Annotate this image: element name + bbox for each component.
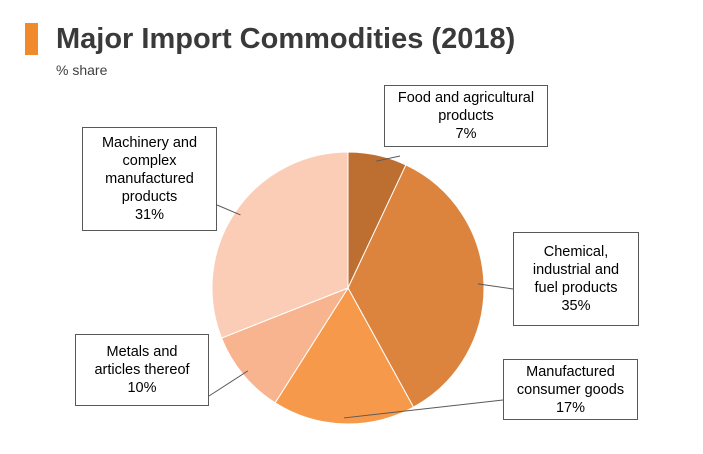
slice-label-line: Machinery and — [101, 135, 198, 151]
callout-chemical: Chemical, industrial and fuel products 3… — [513, 232, 639, 326]
pie-slice-machinery-and-complex-manufactured-products — [211, 151, 349, 339]
callout-machinery: Machinery and complex manufactured produ… — [82, 127, 217, 231]
slice-label-line: manufactured — [105, 171, 194, 187]
slice-label-line: Chemical, — [543, 244, 609, 260]
leader-line-metals-and-articles-thereof — [208, 370, 249, 397]
slice-value-label: 17% — [555, 399, 586, 416]
leader-line-manufactured-consumer-goods — [343, 399, 504, 419]
chart-subtitle: % share — [56, 62, 108, 78]
slice-value-label: 10% — [127, 380, 157, 396]
leader-line-food-and-agricultural-products — [376, 155, 401, 162]
pie-slice-chemical-industrial-and-fuel-products — [347, 164, 485, 408]
leader-line-machinery-and-complex-manufactured-products — [216, 204, 241, 216]
slice-label-line: complex — [122, 153, 177, 169]
slice-label-line: consumer goods — [516, 381, 625, 398]
slice-label-line: industrial and — [532, 262, 620, 278]
callout-food: Food and agricultural products 7% — [384, 85, 548, 147]
slice-value-label: 7% — [455, 126, 477, 142]
title-accent-bar — [25, 23, 38, 55]
slice-label-line: Metals and — [106, 344, 178, 360]
chart-title: Major Import Commodities (2018) — [56, 23, 516, 55]
callout-consumer-goods: Manufactured consumer goods 17% — [503, 359, 638, 420]
slice-value-label: 35% — [561, 298, 591, 314]
leader-line-chemical-industrial-and-fuel-products — [477, 283, 514, 290]
slice-label-line: products — [121, 189, 178, 205]
slice-label-line: Food and agricultural — [397, 90, 535, 106]
slice-label-line: products — [438, 108, 494, 124]
pie-slice-metals-and-articles-thereof — [220, 286, 350, 404]
pie-slice-manufactured-consumer-goods — [274, 287, 415, 425]
slice-label-line: Manufactured — [526, 363, 615, 380]
slice-value-label: 31% — [134, 207, 165, 223]
slice-label-line: fuel products — [534, 280, 618, 296]
slice-label-line: articles thereof — [94, 362, 190, 378]
callout-metals: Metals and articles thereof 10% — [75, 334, 209, 406]
